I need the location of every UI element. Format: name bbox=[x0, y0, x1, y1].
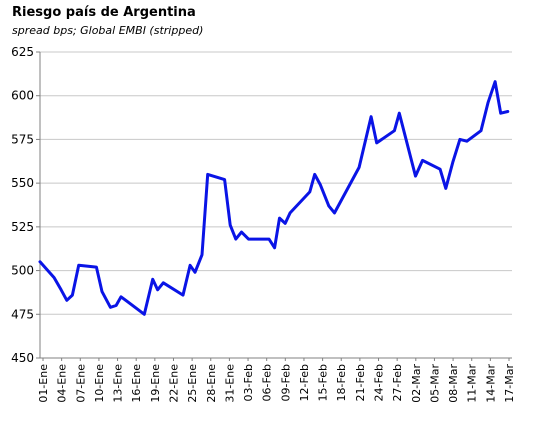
x-tick-label: 12-Feb bbox=[298, 364, 311, 401]
x-tick-label: 11-Mar bbox=[466, 364, 479, 403]
x-tick-label: 19-Ene bbox=[149, 364, 162, 403]
y-tick-label: 450 bbox=[11, 351, 34, 365]
x-tick-label: 07-Ene bbox=[74, 364, 87, 403]
x-tick-label: 16-Ene bbox=[130, 364, 143, 403]
x-tick-label: 06-Feb bbox=[261, 364, 274, 401]
x-tick-label: 31-Ene bbox=[223, 364, 236, 403]
y-tick-label: 525 bbox=[11, 220, 34, 234]
x-tick-labels: 01-Ene 04-Ene 07-Ene 10-Ene 13-Ene 16-Ene 19-E… bbox=[37, 364, 516, 403]
x-tick-label: 21-Feb bbox=[354, 364, 367, 401]
x-tick-label: 22-Ene bbox=[167, 364, 180, 403]
y-tick-label: 500 bbox=[11, 264, 34, 278]
x-tick-label: 09-Feb bbox=[279, 364, 292, 401]
y-tick-label: 625 bbox=[11, 45, 34, 59]
y-tick-labels: 450 475 500 525 550 575 600 625 bbox=[11, 45, 34, 365]
x-tick-label: 28-Ene bbox=[205, 364, 218, 403]
x-tick-label: 27-Feb bbox=[391, 364, 404, 401]
x-tick-label: 04-Ene bbox=[56, 364, 69, 403]
x-tick-label: 02-Mar bbox=[410, 364, 423, 403]
x-tick-label: 14-Mar bbox=[484, 364, 497, 403]
x-tick-label: 17-Mar bbox=[503, 364, 516, 403]
x-tick-label: 03-Feb bbox=[242, 364, 255, 401]
chart-subtitle: spread bps; Global EMBI (stripped) bbox=[12, 24, 204, 37]
y-tick-label: 475 bbox=[11, 307, 34, 321]
x-tick-label: 24-Feb bbox=[373, 364, 386, 401]
y-tick-label: 600 bbox=[11, 89, 34, 103]
chart-title: Riesgo país de Argentina bbox=[12, 5, 196, 20]
x-tick-label: 13-Ene bbox=[112, 364, 125, 403]
x-tick-label: 18-Feb bbox=[335, 364, 348, 401]
axes bbox=[36, 51, 512, 361]
x-tick-label: 08-Mar bbox=[447, 364, 460, 403]
x-tick-label: 01-Ene bbox=[37, 364, 50, 403]
x-tick-label: 10-Ene bbox=[93, 364, 106, 403]
x-tick-label: 15-Feb bbox=[317, 364, 330, 401]
series-line bbox=[38, 80, 510, 316]
x-tick-label: 25-Ene bbox=[186, 364, 199, 403]
y-tick-label: 575 bbox=[11, 132, 34, 146]
series-layer bbox=[38, 80, 510, 316]
x-tick-label: 05-Mar bbox=[428, 364, 441, 403]
gridlines bbox=[40, 51, 512, 315]
y-tick-label: 550 bbox=[11, 176, 34, 190]
